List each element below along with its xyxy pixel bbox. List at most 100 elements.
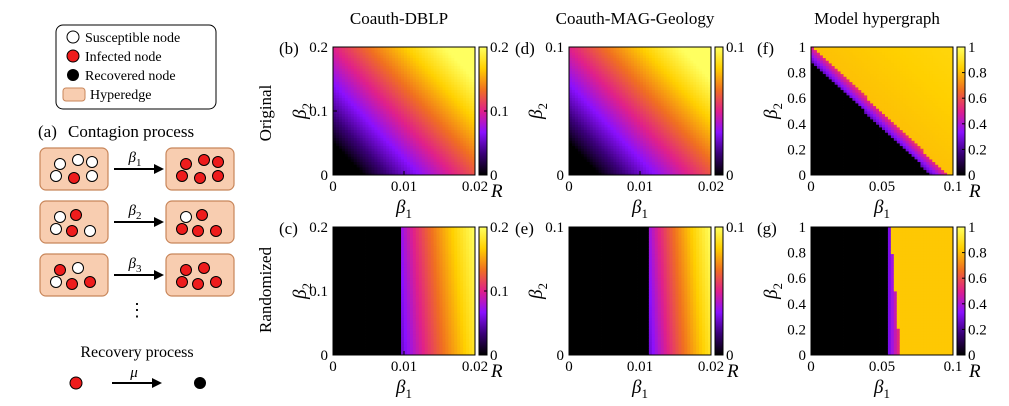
heatmap-cell: [696, 170, 699, 173]
heatmap-cell: [699, 74, 702, 77]
heatmap-cell: [643, 66, 646, 69]
heatmap-cell: [619, 74, 622, 77]
heatmap-cell: [667, 159, 670, 162]
heatmap-cell: [395, 164, 398, 167]
heatmap-cell: [655, 58, 658, 61]
heatmap-cell: [607, 95, 610, 98]
heatmap-cell: [673, 122, 676, 125]
heatmap-cell: [593, 138, 596, 141]
heatmap-cell: [434, 95, 437, 98]
heatmap-cell: [693, 143, 696, 146]
x-tick-label: 0: [329, 179, 337, 195]
heatmap-cell: [681, 63, 684, 66]
heatmap-cell: [587, 106, 590, 109]
susceptible-node: [87, 171, 98, 182]
heatmap-cell: [631, 143, 634, 146]
heatmap-cell: [442, 143, 445, 146]
heatmap-cell: [469, 68, 472, 71]
heatmap-cell: [333, 60, 336, 63]
heatmap-cell: [578, 68, 581, 71]
heatmap-cell: [616, 76, 619, 79]
heatmap-cell: [404, 103, 407, 106]
heatmap-cell: [357, 140, 360, 143]
heatmap-cell: [434, 68, 437, 71]
heatmap-cell: [664, 98, 667, 101]
heatmap-cell: [649, 87, 652, 90]
heatmap-cell: [613, 92, 616, 95]
heatmap-cell: [649, 100, 652, 103]
heatmap-cell: [369, 52, 372, 55]
heatmap-cell: [398, 119, 401, 122]
heatmap-cell: [419, 82, 422, 85]
heatmap-cell: [826, 106, 829, 109]
heatmap-cell: [643, 71, 646, 74]
heatmap-cell: [649, 66, 652, 69]
heatmap-cell: [363, 100, 366, 103]
heatmap-cell: [596, 103, 599, 106]
heatmap-cell: [823, 90, 826, 93]
heatmap-cell: [374, 100, 377, 103]
heatmap-cell: [360, 90, 363, 93]
heatmap-cell: [652, 127, 655, 130]
heatmap-cell: [454, 76, 457, 79]
heatmap-cell: [628, 92, 631, 95]
heatmap-cell: [575, 130, 578, 133]
heatmap-cell: [404, 60, 407, 63]
heatmap-cell: [705, 122, 708, 125]
heatmap-cell: [333, 82, 336, 85]
heatmap-cell: [605, 146, 608, 149]
heatmap-cell: [333, 114, 336, 117]
heatmap-cell: [410, 55, 413, 58]
heatmap-cell: [572, 84, 575, 87]
heatmap-cell: [369, 98, 372, 101]
heatmap-cell: [572, 154, 575, 157]
heatmap-cell: [407, 58, 410, 61]
heatmap-cell: [469, 71, 472, 74]
heatmap-cell: [652, 119, 655, 122]
heatmap-cell: [348, 154, 351, 157]
heatmap-cell: [820, 127, 823, 130]
heatmap-cell: [596, 66, 599, 69]
infected-node: [181, 159, 192, 170]
heatmap-cell: [354, 122, 357, 125]
heatmap-cell: [428, 111, 431, 114]
heatmap-cell: [696, 63, 699, 66]
heatmap-cell: [619, 58, 622, 61]
heatmap-cell: [593, 122, 596, 125]
heatmap-cell: [569, 146, 572, 149]
heatmap-cell: [811, 124, 814, 127]
heatmap-cell: [584, 167, 587, 170]
heatmap-cell: [670, 135, 673, 138]
heatmap-cell: [575, 106, 578, 109]
heatmap-cell: [705, 170, 708, 173]
heatmap-cell: [354, 90, 357, 93]
heatmap-cell: [383, 98, 386, 101]
heatmap-cell: [333, 151, 336, 154]
heatmap-cell: [820, 124, 823, 127]
heatmap-cell: [466, 103, 469, 106]
heatmap-cell: [607, 170, 610, 173]
heatmap-cell: [451, 156, 454, 159]
heatmap-cell: [422, 58, 425, 61]
heatmap-cell: [658, 106, 661, 109]
heatmap-cell: [395, 148, 398, 151]
heatmap-cell: [655, 106, 658, 109]
heatmap-cell: [413, 84, 416, 87]
heatmap-cell: [826, 122, 829, 125]
heatmap-cell: [377, 159, 380, 162]
heatmap-cell: [363, 71, 366, 74]
heatmap-cell: [602, 154, 605, 157]
heatmap-cell: [374, 71, 377, 74]
heatmap-cell: [690, 87, 693, 90]
heatmap-cell: [333, 76, 336, 79]
y-axis-label: β2: [526, 103, 550, 120]
heatmap-cell: [419, 167, 422, 170]
heatmap-cell: [339, 79, 342, 82]
colorbar-label: R: [490, 181, 503, 202]
heatmap-cell: [410, 135, 413, 138]
heatmap-cell: [380, 87, 383, 90]
heatmap-cell: [442, 63, 445, 66]
heatmap-cell: [371, 106, 374, 109]
recovery-arrowhead: [152, 378, 162, 388]
